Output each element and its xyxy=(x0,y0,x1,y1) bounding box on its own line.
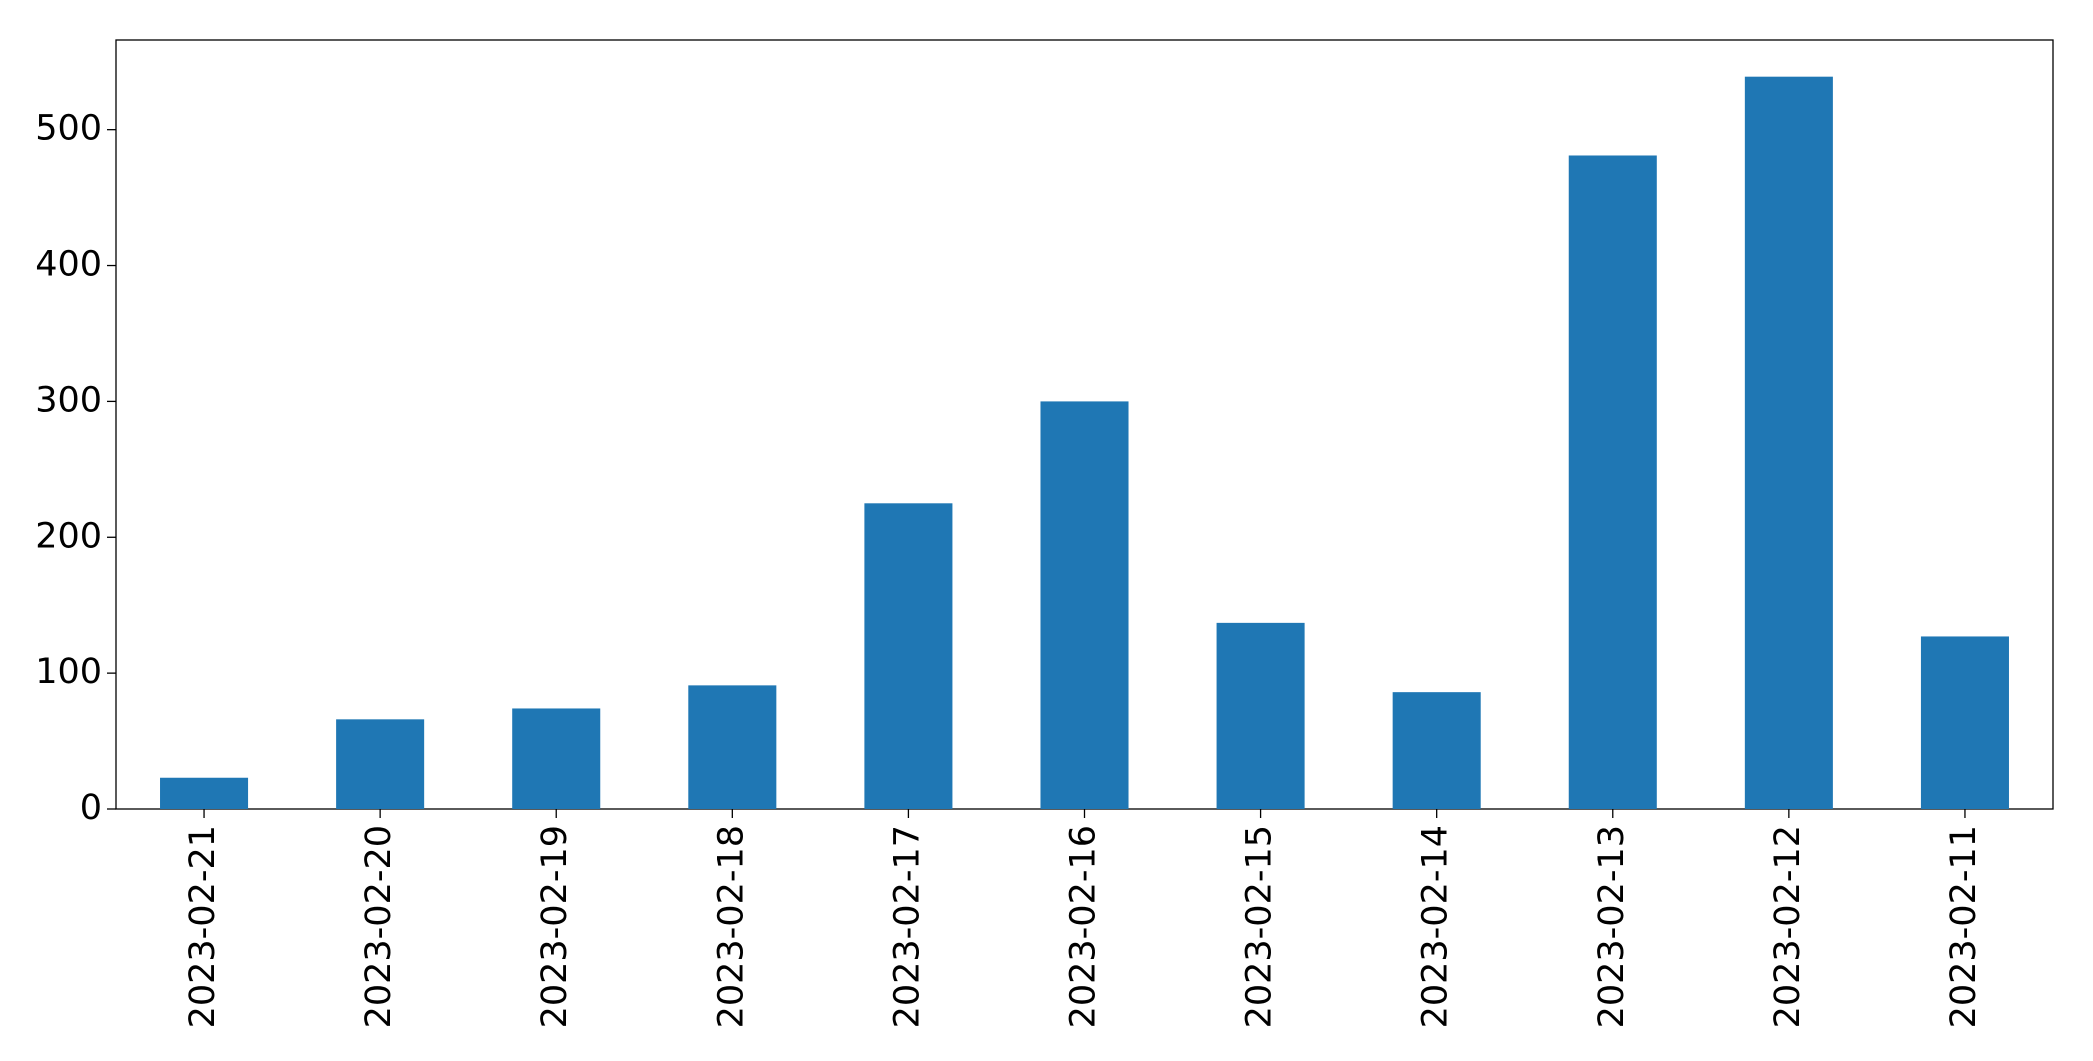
x-tick-label: 2023-02-11 xyxy=(1944,825,1984,1028)
y-tick-label: 0 xyxy=(80,788,102,828)
y-tick-label: 200 xyxy=(35,516,102,556)
y-tick-label: 300 xyxy=(35,380,102,420)
bar xyxy=(1744,76,1833,810)
x-tick-label: 2023-02-20 xyxy=(359,825,399,1028)
bar xyxy=(512,708,601,809)
x-tick-label: 2023-02-19 xyxy=(535,825,575,1028)
bar xyxy=(1216,622,1305,809)
x-tick-label: 2023-02-21 xyxy=(183,825,223,1028)
bar xyxy=(160,777,249,809)
x-tick-label: 2023-02-17 xyxy=(887,825,927,1028)
x-tick-label: 2023-02-15 xyxy=(1240,825,1280,1028)
y-tick-label: 400 xyxy=(35,245,102,285)
bar xyxy=(1392,692,1481,809)
y-tick-label: 500 xyxy=(35,109,102,149)
x-tick-label: 2023-02-13 xyxy=(1592,825,1632,1028)
bar xyxy=(336,719,425,809)
bar xyxy=(1568,155,1657,810)
x-tick-label: 2023-02-16 xyxy=(1064,825,1104,1028)
bar xyxy=(688,685,777,809)
x-tick-label: 2023-02-12 xyxy=(1768,825,1808,1028)
bar xyxy=(864,503,953,809)
x-tick-label: 2023-02-14 xyxy=(1416,825,1456,1028)
bar xyxy=(1920,636,2009,809)
y-tick-label: 100 xyxy=(35,652,102,692)
x-tick-label: 2023-02-18 xyxy=(711,825,751,1028)
bar xyxy=(1040,401,1129,809)
